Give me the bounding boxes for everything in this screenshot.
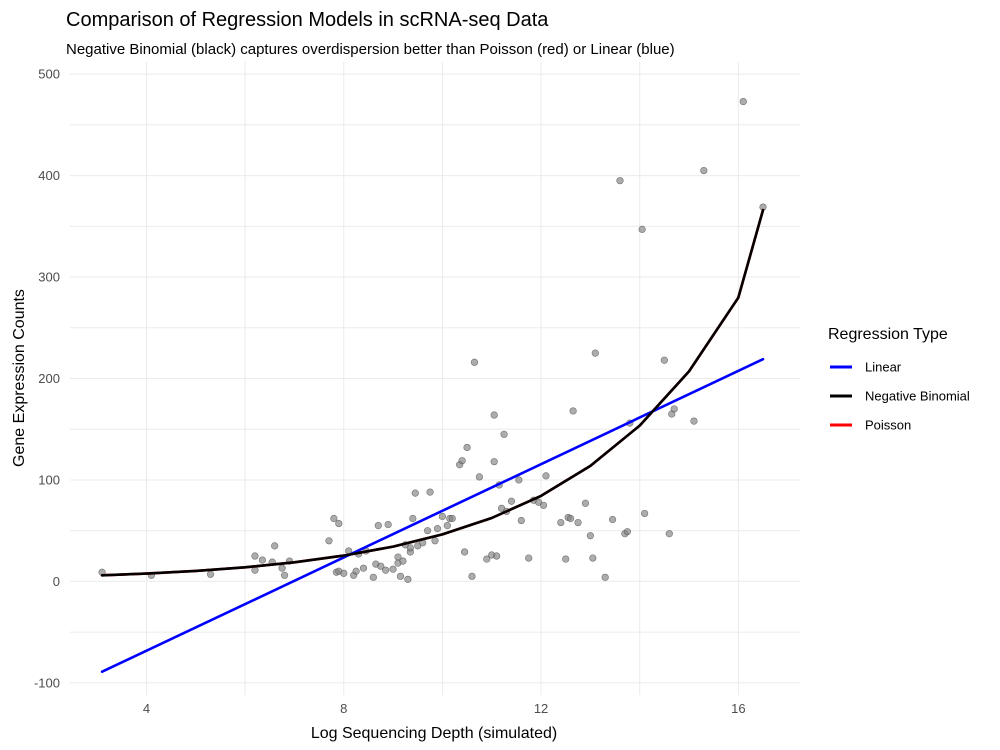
data-point <box>507 497 516 505</box>
legend-title: Regression Type <box>828 326 948 343</box>
data-point <box>468 572 476 580</box>
data-point <box>591 349 599 357</box>
data-point <box>443 521 451 530</box>
data-point <box>206 570 215 578</box>
data-point <box>515 476 523 484</box>
data-point <box>409 514 417 523</box>
grid <box>70 62 800 695</box>
data-point <box>424 527 432 535</box>
data-point <box>359 564 368 572</box>
data-point <box>377 562 385 570</box>
data-point <box>616 177 624 185</box>
data-point <box>517 516 525 525</box>
data-point <box>739 97 747 106</box>
data-point <box>382 566 390 574</box>
tick-labels: 4 8 12 16 -100 0 100 200 300 400 500 <box>34 67 746 716</box>
data-point <box>623 528 631 536</box>
data-point <box>278 564 286 572</box>
data-point <box>557 518 565 527</box>
x-tick-label: 12 <box>534 701 548 716</box>
data-point <box>542 472 550 480</box>
data-point <box>475 473 483 481</box>
data-point <box>340 569 348 577</box>
x-tick-label: 8 <box>340 701 347 716</box>
data-point <box>280 571 289 579</box>
data-point <box>586 532 594 540</box>
linear-regression-line <box>100 357 765 673</box>
chart-subtitle: Negative Binomial (black) captures overd… <box>66 41 675 58</box>
data-point <box>490 411 498 419</box>
data-point <box>389 565 397 573</box>
data-point <box>325 537 333 545</box>
data-point <box>500 430 508 438</box>
data-point <box>562 555 570 563</box>
data-point <box>670 405 678 413</box>
data-point <box>700 166 708 175</box>
data-point <box>258 556 266 564</box>
y-tick-label: 200 <box>38 371 60 386</box>
data-point <box>567 514 575 523</box>
data-point <box>396 572 405 580</box>
y-tick-label: 300 <box>38 270 60 285</box>
legend-label-linear: Linear <box>865 360 902 375</box>
data-point <box>399 557 407 565</box>
data-point <box>569 407 577 415</box>
data-point <box>665 530 673 538</box>
data-point <box>539 501 548 509</box>
data-point <box>660 356 668 364</box>
scatter-points <box>98 97 767 583</box>
y-axis-title: Gene Expression Counts <box>11 289 28 467</box>
x-tick-label: 16 <box>731 701 745 716</box>
data-point <box>251 566 259 574</box>
data-point <box>470 358 479 366</box>
y-tick-label: -100 <box>34 675 60 690</box>
data-point <box>251 552 259 560</box>
data-point <box>458 457 466 465</box>
data-point <box>271 542 279 550</box>
data-point <box>490 458 498 466</box>
data-point <box>335 519 343 528</box>
data-point <box>460 548 469 556</box>
data-point <box>525 554 533 562</box>
data-point <box>690 417 698 425</box>
data-point <box>574 518 582 527</box>
chart-title: Comparison of Regression Models in scRNA… <box>66 9 549 31</box>
data-point <box>426 488 434 496</box>
data-point <box>406 544 414 552</box>
y-tick-label: 400 <box>38 168 60 183</box>
data-point <box>601 573 609 581</box>
data-point <box>384 520 392 529</box>
legend: Regression Type Linear Negative Binomial P… <box>828 326 970 433</box>
x-tick-label: 4 <box>143 701 150 716</box>
data-point <box>463 443 471 452</box>
y-tick-label: 100 <box>38 472 60 487</box>
data-point <box>438 512 446 521</box>
legend-label-poisson: Poisson <box>865 418 911 433</box>
data-point <box>330 514 338 523</box>
y-tick-label: 0 <box>53 574 60 589</box>
data-point <box>493 552 501 560</box>
x-axis-title: Log Sequencing Depth (simulated) <box>311 725 557 742</box>
poisson-regression-line <box>100 208 765 577</box>
data-point <box>369 573 377 581</box>
data-point <box>589 554 597 562</box>
data-point <box>374 521 382 530</box>
data-point <box>448 514 456 523</box>
data-point <box>431 537 439 545</box>
data-point <box>404 575 412 583</box>
negative-binomial-regression-line <box>100 208 765 577</box>
data-point <box>352 567 360 575</box>
regression-lines <box>100 208 765 673</box>
data-point <box>483 555 491 563</box>
data-point <box>638 225 646 233</box>
data-point <box>433 525 442 533</box>
legend-label-negative-binomial: Negative Binomial <box>865 389 970 404</box>
data-point <box>411 489 419 497</box>
data-point <box>641 509 649 518</box>
y-tick-label: 500 <box>38 67 60 82</box>
data-point <box>581 499 590 507</box>
data-point <box>608 515 617 524</box>
